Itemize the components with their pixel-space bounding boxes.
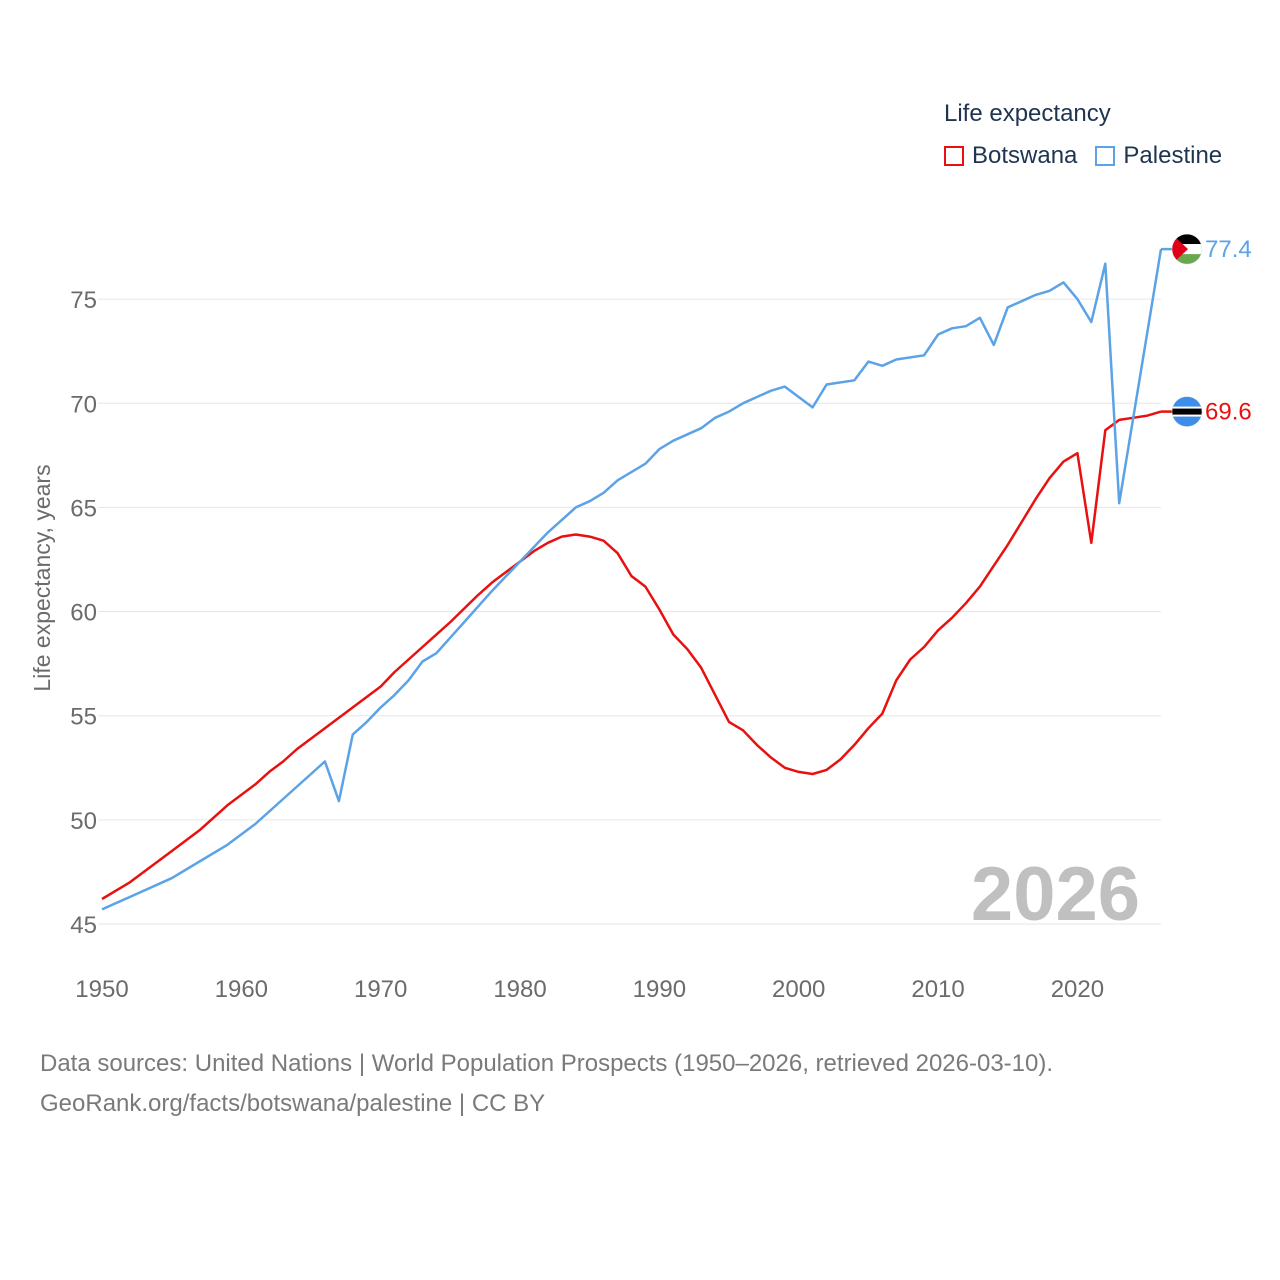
sources-text: Data sources: United Nations | World Pop… [40, 1050, 1054, 1077]
y-axis-ticks: 45 50 55 60 65 70 75 [70, 287, 97, 939]
data-sources: Data sources: United Nations | World Pop… [40, 1044, 1053, 1124]
legend-item-botswana[interactable]: Botswana [944, 142, 1077, 170]
series-lines [101, 248, 1163, 911]
x-tick-label-1980: 1980 [493, 976, 546, 1003]
legend-label-palestine: Palestine [1123, 142, 1223, 169]
end-value-label-botswana: 69.6 [1205, 399, 1252, 426]
x-tick-label-2020: 2020 [1051, 976, 1104, 1003]
y-tick-label-60: 60 [70, 600, 97, 627]
legend-label-botswana: Botswana [972, 142, 1078, 169]
legend: Botswana Palestine [944, 142, 1240, 170]
y-tick-label-50: 50 [70, 808, 97, 835]
x-tick-label-1950: 1950 [75, 976, 128, 1003]
x-tick-label-1970: 1970 [354, 976, 407, 1003]
series-end-markers: 69.6 77.4 [1161, 233, 1252, 427]
site-link[interactable]: GeoRank.org/facts/botswana/palestine | C… [40, 1090, 546, 1117]
current-year-label: 2026 [971, 852, 1140, 937]
y-tick-label-70: 70 [70, 391, 97, 418]
x-tick-label-2000: 2000 [772, 976, 825, 1003]
legend-title: Life expectancy [944, 100, 1111, 127]
x-tick-label-2010: 2010 [911, 976, 964, 1003]
y-tick-label-55: 55 [70, 704, 97, 731]
legend-item-palestine[interactable]: Palestine [1095, 142, 1222, 170]
legend-swatch-botswana [944, 146, 964, 166]
series-line-botswana [101, 410, 1162, 901]
y-tick-label-65: 65 [70, 495, 97, 522]
gridlines [98, 298, 1161, 925]
palestine-flag-icon [1171, 233, 1203, 265]
end-value-label-palestine: 77.4 [1205, 236, 1252, 263]
series-line-palestine [101, 248, 1163, 911]
x-tick-label-1960: 1960 [215, 976, 268, 1003]
y-axis-title: Life expectancy, years [29, 464, 55, 691]
legend-swatch-palestine [1095, 146, 1116, 166]
y-tick-label-45: 45 [70, 912, 97, 939]
x-axis-ticks: 1950 1960 1970 1980 1990 2000 2010 2020 [75, 976, 1104, 1003]
y-tick-label-75: 75 [70, 287, 97, 314]
botswana-flag-icon [1171, 396, 1203, 427]
x-tick-label-1990: 1990 [633, 976, 686, 1003]
